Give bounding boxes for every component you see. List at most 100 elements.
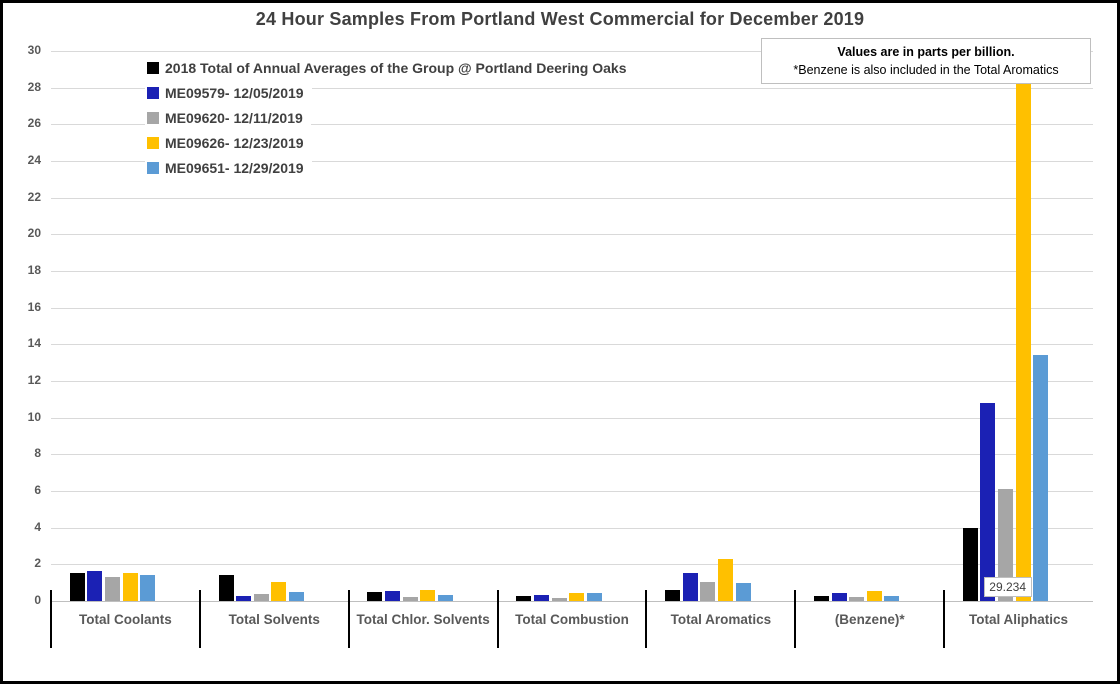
bar-series-2-cat-3 [551,598,567,601]
legend-label: ME09620- 12/11/2019 [165,109,303,126]
category-label: Total Aliphatics [969,612,1069,627]
y-axis-tick-label: 28 [27,79,41,94]
y-axis-tick-label: 16 [27,299,41,314]
category-label: Total Chlor. Solvents [356,612,490,627]
legend-label: ME09651- 12/29/2019 [165,159,304,176]
bar-series-1-cat-1 [236,596,252,601]
category-label: Total Solvents [228,612,320,627]
y-axis-tick-label: 2 [34,556,41,571]
legend-swatch-icon [147,86,159,99]
bar-series-1-cat-2 [385,591,401,601]
gridline [51,51,1093,52]
note-line-2: *Benzene is also included in the Total A… [793,63,1059,77]
bar-series-2-cat-0 [104,577,120,601]
x-axis-line [51,601,1093,602]
bar-series-2-cat-4 [700,582,716,601]
bar-series-3-cat-3 [569,593,585,601]
bar-series-4-cat-0 [140,575,156,601]
bar-series-0-cat-4 [665,590,681,601]
category-separator [794,590,797,648]
legend-item-2: ME09620- 12/11/2019 [145,105,311,130]
bar-series-3-cat-2 [420,590,436,601]
bar-series-3-cat-1 [271,582,287,601]
chart-title: 24 Hour Samples From Portland West Comme… [255,9,865,29]
category-separator [50,590,52,648]
gridline [51,527,1093,529]
gridline [51,417,1093,419]
bar-series-2-cat-2 [402,597,418,601]
bar-series-0-cat-6 [962,528,978,601]
y-axis-tick-label: 18 [27,263,41,277]
category-separator [198,590,201,648]
bar-series-3-cat-5 [866,591,882,601]
legend-swatch-icon [147,161,159,174]
note-box: Values are in parts per billion. *Benzen… [761,38,1091,84]
y-axis-tick-label: 26 [27,116,41,131]
gridline [51,87,1093,89]
bar-series-3-cat-4 [717,559,733,601]
category-label: Total Coolants [79,612,172,627]
bar-series-2-cat-1 [253,594,269,601]
legend-item-3: ME09626- 12/23/2019 [145,130,312,155]
gridline [51,124,1093,126]
gridline [51,564,1093,566]
legend-item-4: ME09651- 12/29/2019 [145,155,312,180]
bar-series-1-cat-0 [87,571,103,601]
legend-label: 2018 Total of Annual Averages of the Gro… [165,59,627,76]
legend-item-1: ME09579- 12/05/2019 [145,80,312,105]
category-label: Total Combustion [515,612,629,627]
bar-series-1-cat-4 [682,573,698,601]
legend-item-0: 2018 Total of Annual Averages of the Gro… [145,55,635,80]
bar-series-0-cat-2 [367,592,383,601]
gridline [51,344,1093,346]
category-separator [347,590,350,648]
y-axis-tick-label: 0 [34,593,41,607]
bar-series-4-cat-1 [288,592,304,601]
y-axis-tick-label: 30 [27,43,41,57]
bar-series-2-cat-6 [998,489,1014,601]
bar-series-1-cat-3 [533,595,549,601]
legend-swatch-icon [147,136,159,149]
bar-series-0-cat-1 [218,575,234,601]
bar-series-4-cat-3 [586,593,602,601]
category-label: Total Aromatics [670,612,772,627]
y-axis-tick-label: 24 [27,153,41,167]
bar-series-3-cat-0 [122,573,138,601]
gridline [51,197,1093,199]
category-separator [943,590,946,648]
bar-series-4-cat-6 [1033,355,1049,601]
y-axis-tick-label: 6 [34,483,41,497]
bar-series-0-cat-5 [814,596,829,601]
bar-series-3-cat-6 [1015,65,1031,601]
bar-series-1-cat-5 [831,593,847,601]
gridline [51,381,1093,382]
category-label: (Benzene)* [834,612,905,627]
legend: 2018 Total of Annual Averages of the Gro… [145,55,635,180]
note-line-1: Values are in parts per billion. [837,44,1015,59]
legend-label: ME09626- 12/23/2019 [165,134,304,151]
category-separator [496,590,499,648]
bar-series-1-cat-6 [980,403,996,601]
bar-series-4-cat-2 [437,595,453,601]
legend-swatch-icon [147,61,159,74]
gridline [51,491,1093,492]
y-axis-tick-label: 12 [27,373,41,387]
gridline [51,271,1093,272]
y-axis-tick-label: 8 [34,446,41,461]
gridline [51,161,1093,162]
bar-series-4-cat-4 [735,583,751,601]
y-axis-tick-label: 20 [27,226,41,241]
y-axis-tick-label: 4 [34,519,41,534]
gridline [51,454,1093,456]
y-axis-tick-label: 10 [27,409,41,424]
gridline [51,307,1093,309]
legend-label: ME09579- 12/05/2019 [165,84,304,101]
bar-series-4-cat-5 [884,596,900,601]
bar-series-0-cat-0 [69,573,85,601]
bar-series-2-cat-5 [849,597,865,601]
y-axis-tick-label: 14 [27,336,41,351]
legend-swatch-icon [147,111,159,124]
category-separator [645,590,648,648]
y-axis-tick-label: 22 [27,189,41,204]
